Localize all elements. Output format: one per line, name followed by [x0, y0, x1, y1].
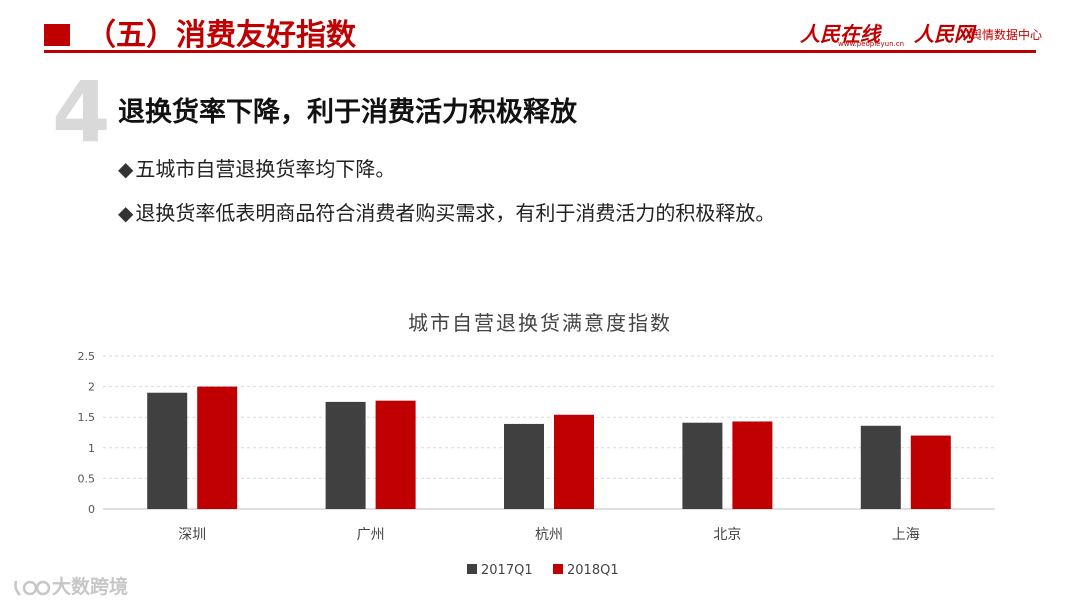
logo-people-daily-sub: 舆情数据中心 — [970, 28, 1043, 42]
bullet-1: ◆ 五城市自营退换货率均下降。 — [118, 153, 395, 182]
x-tick-label: 北京 — [713, 527, 741, 543]
header-title: （五）消费友好指数 — [86, 18, 356, 53]
bullet-1-text: 五城市自营退换货率均下降。 — [135, 157, 396, 181]
watermark: 大数跨境 — [12, 572, 128, 599]
section-heading: 退换货率下降，利于消费活力积极释放 — [118, 97, 577, 128]
y-tick-label: 1.5 — [78, 411, 96, 424]
bullet-2-text: 退换货率低表明商品符合消费者购买需求，有利于消费活力的积极释放。 — [135, 201, 776, 225]
bar-2018Q1-上海 — [910, 435, 951, 509]
logo-people-daily: 人民网 — [914, 22, 974, 46]
x-tick-label: 杭州 — [535, 527, 563, 543]
bar-2017Q1-深圳 — [147, 392, 188, 509]
bar-2018Q1-杭州 — [554, 414, 594, 509]
bar-2018Q1-深圳 — [197, 386, 238, 509]
legend-swatch — [467, 564, 477, 574]
y-tick-label: 2 — [88, 381, 95, 394]
header-red-square — [44, 24, 70, 46]
slide-header: （五）消费友好指数 人民在线 www.peopleyun.cn 人民网 舆情数据… — [0, 0, 1080, 60]
legend-swatch — [553, 564, 563, 574]
weibo-logo-icon — [14, 580, 51, 596]
logo-people-online: 人民在线 — [800, 22, 880, 46]
chart-title: 城市自营退换货满意度指数 — [408, 311, 672, 335]
y-tick-label: 0 — [88, 503, 95, 516]
bar-2018Q1-北京 — [732, 421, 773, 509]
x-tick-label: 上海 — [892, 527, 920, 543]
bar-2017Q1-广州 — [325, 401, 366, 509]
diamond-icon: ◆ — [118, 201, 134, 225]
x-tick-label: 深圳 — [178, 527, 206, 543]
x-tick-label: 广州 — [357, 527, 385, 543]
y-tick-label: 2.5 — [78, 350, 96, 363]
section-number: 4 — [52, 63, 111, 161]
x-axis: 深圳 广州 杭州 北京 上海 — [178, 527, 920, 543]
bar-2017Q1-杭州 — [504, 423, 544, 509]
diamond-icon: ◆ — [118, 157, 134, 181]
bar-2018Q1-广州 — [375, 400, 416, 509]
legend-label: 2017Q1 — [481, 563, 533, 578]
bar-chart: 城市自营退换货满意度指数 0 0.5 1 1.5 2 2.5 深圳 广州 杭州 北京 上海 201… — [78, 311, 995, 578]
y-tick-label: 0.5 — [78, 472, 96, 485]
bar-2017Q1-北京 — [682, 422, 723, 509]
logo-people-online-url: www.peopleyun.cn — [838, 40, 905, 48]
legend-label: 2018Q1 — [567, 563, 619, 578]
chart-legend: 2017Q1 2018Q1 — [467, 563, 619, 578]
y-tick-label: 1 — [88, 442, 95, 455]
chart-bars — [147, 386, 951, 509]
watermark-text: 大数跨境 — [52, 576, 129, 598]
bullet-2: ◆ 退换货率低表明商品符合消费者购买需求，有利于消费活力的积极释放。 — [118, 197, 775, 226]
y-axis: 0 0.5 1 1.5 2 2.5 — [78, 350, 96, 516]
bar-2017Q1-上海 — [860, 425, 901, 509]
header-divider — [44, 50, 1036, 53]
chart-grid — [103, 355, 995, 510]
